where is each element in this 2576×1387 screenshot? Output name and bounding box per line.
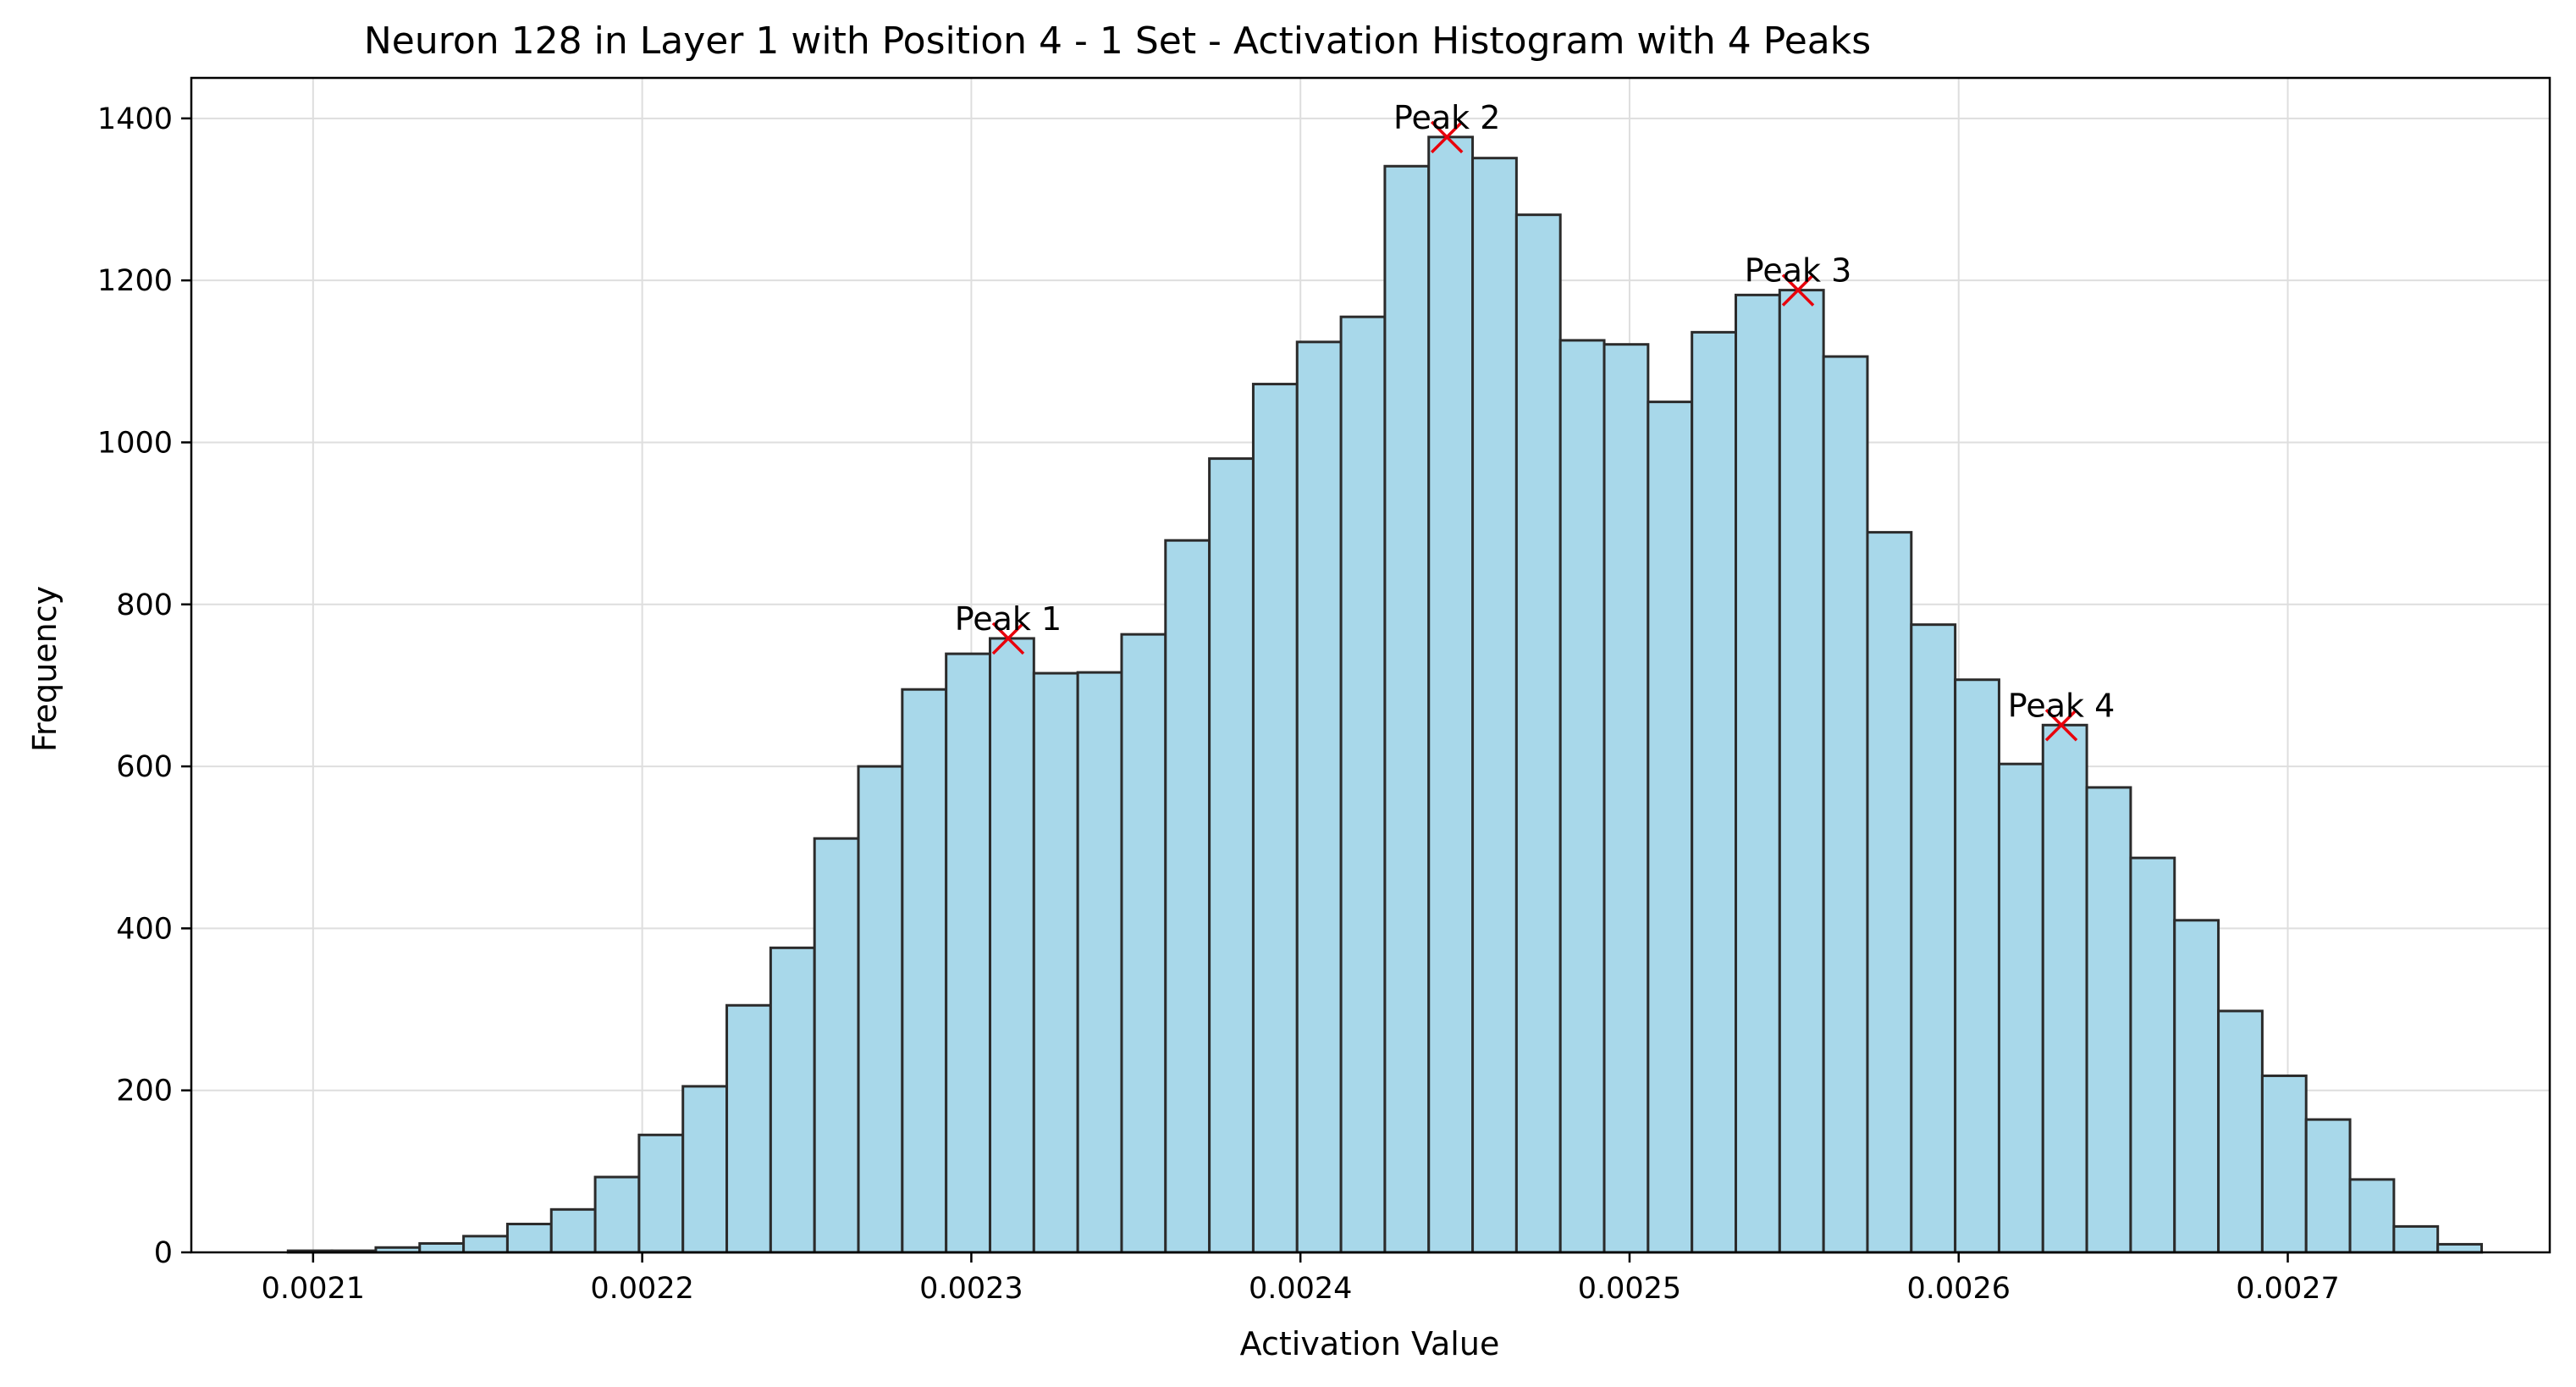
histogram-bar bbox=[1735, 293, 1781, 1254]
peak-label-1: Peak 1 bbox=[955, 600, 1062, 638]
y-tick-label: 1400 bbox=[97, 102, 173, 136]
y-tick-label: 200 bbox=[116, 1075, 173, 1108]
histogram-bar bbox=[1778, 289, 1825, 1254]
histogram-bar bbox=[2260, 1074, 2308, 1254]
x-tick-label: 0.0021 bbox=[262, 1272, 365, 1306]
histogram-bar bbox=[1471, 157, 1518, 1254]
chart-title: Neuron 128 in Layer 1 with Position 4 - … bbox=[364, 19, 1871, 63]
histogram-bar bbox=[462, 1235, 509, 1254]
histogram-bar bbox=[901, 688, 948, 1254]
histogram-bar bbox=[1647, 401, 1694, 1254]
histogram-bar bbox=[2392, 1224, 2440, 1254]
histogram-bar bbox=[813, 837, 860, 1254]
y-tick-label: 600 bbox=[116, 750, 173, 784]
histogram-bar bbox=[1427, 135, 1475, 1254]
histogram-bar bbox=[2041, 723, 2088, 1254]
histogram-bar bbox=[988, 637, 1035, 1254]
histogram-bar bbox=[2217, 1009, 2264, 1254]
peak-x-stroke bbox=[1430, 120, 1464, 154]
histogram-bar bbox=[725, 1003, 772, 1254]
peak-label-3: Peak 3 bbox=[1745, 252, 1852, 290]
histogram-bar bbox=[1514, 213, 1562, 1254]
histogram-bar bbox=[549, 1207, 597, 1254]
histogram-bar bbox=[2304, 1118, 2352, 1254]
histogram-bar bbox=[2173, 919, 2220, 1254]
x-tick-label: 0.0026 bbox=[1907, 1272, 2011, 1306]
peak-marker-1 bbox=[991, 622, 1025, 655]
histogram-bar bbox=[1208, 457, 1255, 1254]
histogram-bar bbox=[1954, 678, 2000, 1254]
x-tick-label: 0.0022 bbox=[590, 1272, 693, 1306]
peak-x-stroke bbox=[2044, 709, 2078, 742]
histogram-bar bbox=[945, 652, 991, 1254]
histogram-bar bbox=[1295, 340, 1343, 1254]
histogram-bar bbox=[1866, 531, 1913, 1254]
histogram-bar bbox=[1383, 164, 1431, 1254]
peak-markers: Peak 1 Peak 2 Peak 3 Peak 4 bbox=[955, 99, 2115, 742]
y-axis-label: Frequency bbox=[26, 586, 63, 752]
histogram-bar bbox=[1997, 762, 2044, 1254]
y-tick-label: 800 bbox=[116, 589, 173, 622]
histogram-bar bbox=[857, 765, 904, 1254]
histogram-bar bbox=[1910, 623, 1957, 1254]
histogram-bar bbox=[1164, 539, 1211, 1254]
peak-marker-4 bbox=[2044, 709, 2078, 742]
peak-x-stroke bbox=[1781, 274, 1815, 307]
x-axis-label: Activation Value bbox=[1240, 1325, 1500, 1362]
histogram-bar bbox=[1120, 633, 1167, 1254]
histogram-bar bbox=[2348, 1178, 2396, 1254]
x-tick-label: 0.0023 bbox=[919, 1272, 1023, 1306]
histogram-bar bbox=[681, 1085, 729, 1254]
peak-label-2: Peak 2 bbox=[1393, 99, 1501, 136]
x-tick-label: 0.0024 bbox=[1249, 1272, 1352, 1306]
x-tick-label: 0.0025 bbox=[1578, 1272, 1681, 1306]
y-tick-label: 400 bbox=[116, 912, 173, 946]
histogram-bar bbox=[1558, 339, 1606, 1254]
y-axis-ticks: 0 200 400 600 800 1000 1200 1400 bbox=[97, 102, 191, 1270]
y-tick-label: 1200 bbox=[97, 264, 173, 298]
plot-frame bbox=[190, 76, 2551, 1254]
y-tick-label: 1000 bbox=[97, 426, 173, 460]
peak-label-4: Peak 4 bbox=[2008, 687, 2115, 724]
histogram-bar bbox=[769, 946, 816, 1254]
histogram-bar bbox=[1076, 671, 1123, 1254]
peak-marker-3 bbox=[1781, 274, 1815, 307]
histogram-bar bbox=[593, 1175, 641, 1254]
x-axis-ticks: 0.0021 0.0022 0.0023 0.0024 0.0025 0.0026 0.00… bbox=[262, 1252, 2340, 1306]
histogram-bar bbox=[1691, 330, 1738, 1254]
histogram-bar bbox=[418, 1241, 466, 1254]
x-tick-label: 0.0027 bbox=[2236, 1272, 2339, 1306]
histogram-bar bbox=[2129, 856, 2176, 1254]
y-tick-label: 0 bbox=[154, 1236, 173, 1270]
histogram-bar bbox=[1602, 343, 1650, 1254]
histogram-bar bbox=[505, 1223, 553, 1254]
peak-x-stroke bbox=[991, 622, 1025, 655]
histogram-bar bbox=[637, 1133, 685, 1254]
histogram-bar bbox=[1251, 383, 1299, 1254]
histogram-bar bbox=[1339, 315, 1387, 1254]
histogram-bar bbox=[2085, 786, 2132, 1254]
peak-marker-2 bbox=[1430, 120, 1464, 154]
histogram-bar bbox=[2436, 1242, 2484, 1254]
histogram-bars bbox=[286, 135, 2484, 1254]
histogram-bar bbox=[1822, 355, 1869, 1254]
histogram-bar bbox=[1032, 671, 1079, 1254]
